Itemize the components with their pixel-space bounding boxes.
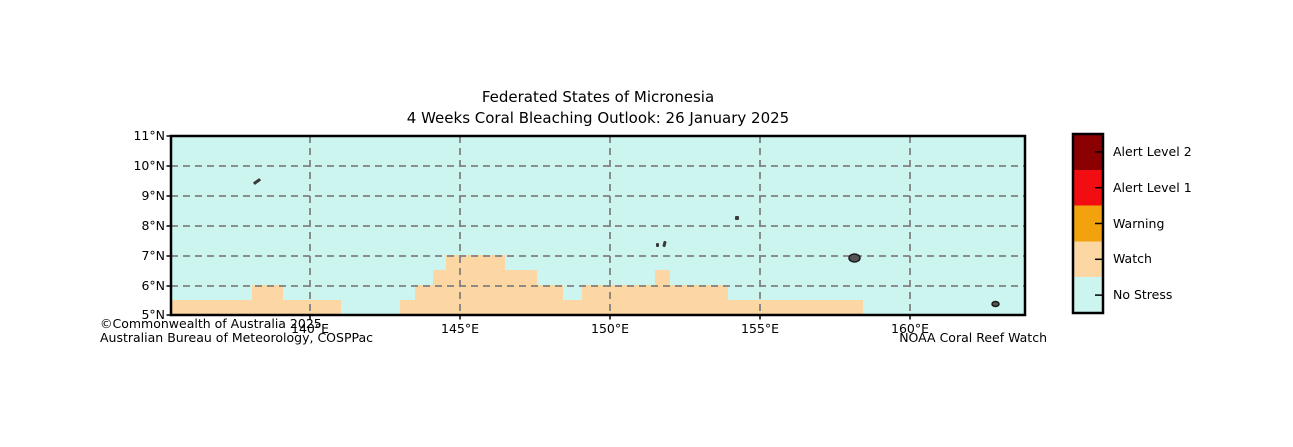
island-chuuk-west bbox=[656, 243, 659, 247]
y-tick-label: 6°N bbox=[141, 278, 165, 293]
title-line2: 4 Weeks Coral Bleaching Outlook: 26 Janu… bbox=[406, 109, 790, 127]
island-north-of-chuuk bbox=[735, 216, 739, 220]
y-tick-label: 5°N bbox=[141, 307, 165, 322]
y-tick-label: 9°N bbox=[141, 188, 165, 203]
legend-label: Alert Level 1 bbox=[1113, 179, 1192, 195]
legend-label: Watch bbox=[1113, 251, 1152, 267]
outlook-map bbox=[166, 134, 1027, 320]
watch-region-cell bbox=[655, 270, 670, 285]
x-tick-label: 140°E bbox=[290, 321, 330, 336]
y-tick-label: 10°N bbox=[133, 158, 165, 173]
watch-region-cell bbox=[171, 300, 341, 315]
map-border bbox=[169, 134, 1027, 317]
watch-region-cell bbox=[415, 285, 563, 300]
watch-region-cell bbox=[433, 270, 537, 285]
y-tick-label: 7°N bbox=[141, 248, 165, 263]
watch-region-cell bbox=[400, 300, 863, 315]
legend-label: Warning bbox=[1113, 215, 1165, 231]
x-tick-label: 155°E bbox=[740, 321, 780, 336]
island-chuuk-east bbox=[662, 240, 667, 248]
legend-border bbox=[1071, 132, 1105, 315]
x-tick-label: 145°E bbox=[440, 321, 480, 336]
y-tick-label: 11°N bbox=[133, 128, 165, 143]
copyright-line-1: ©Commonwealth of Australia 2025 bbox=[100, 316, 322, 331]
y-tick-label: 8°N bbox=[141, 218, 165, 233]
noaa-credit: NOAA Coral Reef Watch bbox=[899, 330, 1047, 345]
legend-label: No Stress bbox=[1113, 287, 1173, 303]
island-pohnpei bbox=[848, 253, 861, 263]
copyright-line-2: Australian Bureau of Meteorology, COSPPa… bbox=[100, 330, 373, 345]
watch-region-cell bbox=[252, 285, 283, 300]
island-yap bbox=[253, 178, 261, 185]
chart-title: Federated States of Micronesia 4 Weeks C… bbox=[171, 87, 1025, 129]
x-tick-label: 150°E bbox=[590, 321, 630, 336]
island-kosrae bbox=[991, 300, 1000, 308]
legend-label: Alert Level 2 bbox=[1113, 143, 1192, 159]
watch-region-cell bbox=[446, 255, 505, 270]
watch-region-cell bbox=[582, 285, 728, 300]
title-line1: Federated States of Micronesia bbox=[481, 88, 715, 106]
x-tick-label: 160°E bbox=[890, 321, 930, 336]
legend-colorbar bbox=[1071, 132, 1105, 315]
